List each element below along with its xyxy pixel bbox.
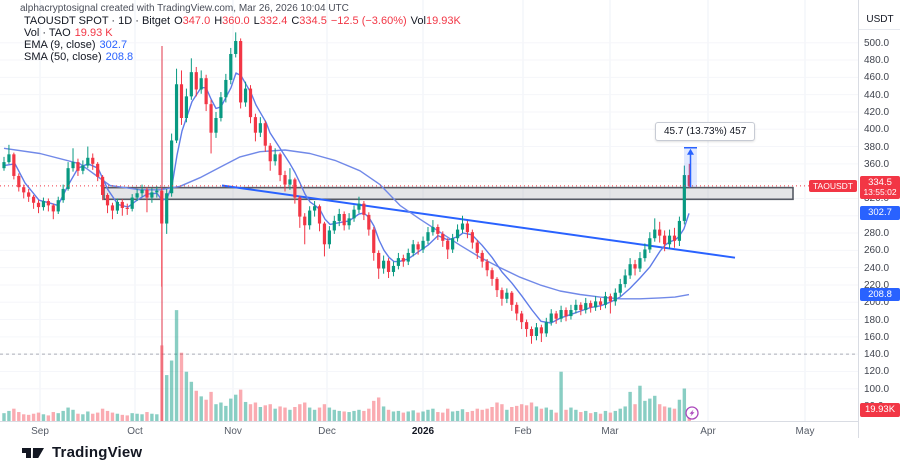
price-tick-label: 440.0 [864,89,890,101]
candlestick-series[interactable] [2,32,691,344]
price-tick-label: 240.0 [864,262,890,274]
last-price-symbol-tag: TAOUSDT [809,179,857,193]
legend-ema-row[interactable]: EMA (9, close) 302.7 [24,39,128,51]
resistance-zone-box[interactable] [103,186,794,201]
time-tick-2026: 2026 [411,426,435,437]
price-tick-label: 460.0 [864,72,890,84]
price-tick-label: 140.0 [864,349,890,361]
price-tick-label: 400.0 [864,124,890,136]
price-tick-label: 420.0 [864,106,890,118]
time-tick-Sep: Sep [31,426,49,437]
measure-tool-label[interactable]: 45.7 (13.73%) 457 [655,122,756,141]
open-value: 347.0 [182,15,211,27]
time-axis[interactable]: Sep Oct Nov Dec 2026 Feb Mar Apr May [0,421,858,439]
price-tick-label: 180.0 [864,314,890,326]
price-axis[interactable]: USDT 500.0 480.0 460.0 440.0 420.0 400.0 380.0… [858,0,900,438]
price-tick-label: 120.0 [864,366,890,378]
time-tick-Oct: Oct [127,426,143,437]
change-value: −12.5 (−3.60%) [330,15,407,27]
price-axis-unit: USDT [859,14,900,30]
price-tick-label: 320.0 [864,193,890,205]
low-value: 332.4 [259,15,288,27]
ema-axis-tag: 302.7 [860,206,900,220]
legend-volume-row[interactable]: Vol · TAO 19.93 K [24,27,113,39]
time-tick-Apr: Apr [700,426,716,437]
price-chart-canvas[interactable] [0,0,858,421]
volume-value: 19.93K [425,15,461,27]
price-tick-label: 100.0 [864,383,890,395]
ema9-line[interactable] [3,72,690,324]
sma-axis-tag: 208.8 [860,287,900,302]
price-tick-label: 160.0 [864,331,890,343]
time-tick-Feb: Feb [514,426,532,437]
price-tick-label: 380.0 [864,141,890,153]
tradingview-brand-text[interactable]: TradingView [52,443,143,461]
price-tick-label: 480.0 [864,55,890,67]
close-value: 334.5 [299,15,327,27]
price-tick-label: 200.0 [864,297,890,309]
legend-symbol-row[interactable]: TAOUSDT SPOT · 1D · Bitget O347.0 H360.0… [24,15,461,27]
price-tick-label: 360.0 [864,158,890,170]
volume-bars[interactable] [2,310,691,421]
price-tick-label: 500.0 [864,37,890,49]
symbol-title: TAOUSDT SPOT · 1D · Bitget [24,15,171,27]
time-tick-May: May [795,426,815,437]
countdown-timer: 13:55:02 [863,187,897,198]
price-tick-label: 260.0 [864,245,890,257]
watermark-text: alphacryptosignal created with TradingVi… [20,3,349,14]
high-value: 360.0 [222,15,250,27]
grid-lines[interactable] [0,0,858,421]
chart-legend: TAOUSDT SPOT · 1D · Bitget O347.0 H360.0… [24,16,461,64]
last-price-axis-tag: 334.5 13:55:02 [860,175,900,199]
time-tick-Nov: Nov [224,426,242,437]
time-tick-Dec: Dec [318,426,336,437]
tradingview-logo-icon[interactable] [20,443,46,461]
legend-sma-row[interactable]: SMA (50, close) 208.8 [24,51,134,63]
time-tick-Mar: Mar [601,426,619,437]
sma50-line[interactable] [3,147,690,300]
chart-pane[interactable]: alphacryptosignal created with TradingVi… [0,0,858,421]
measure-tool[interactable] [684,147,697,188]
footer-bar: TradingView [0,438,900,466]
flash-event-icon[interactable] [685,406,699,420]
price-tick-label: 280.0 [864,228,890,240]
volume-axis-tag: 19.93K [860,403,900,417]
price-tick-label: 220.0 [864,279,890,291]
